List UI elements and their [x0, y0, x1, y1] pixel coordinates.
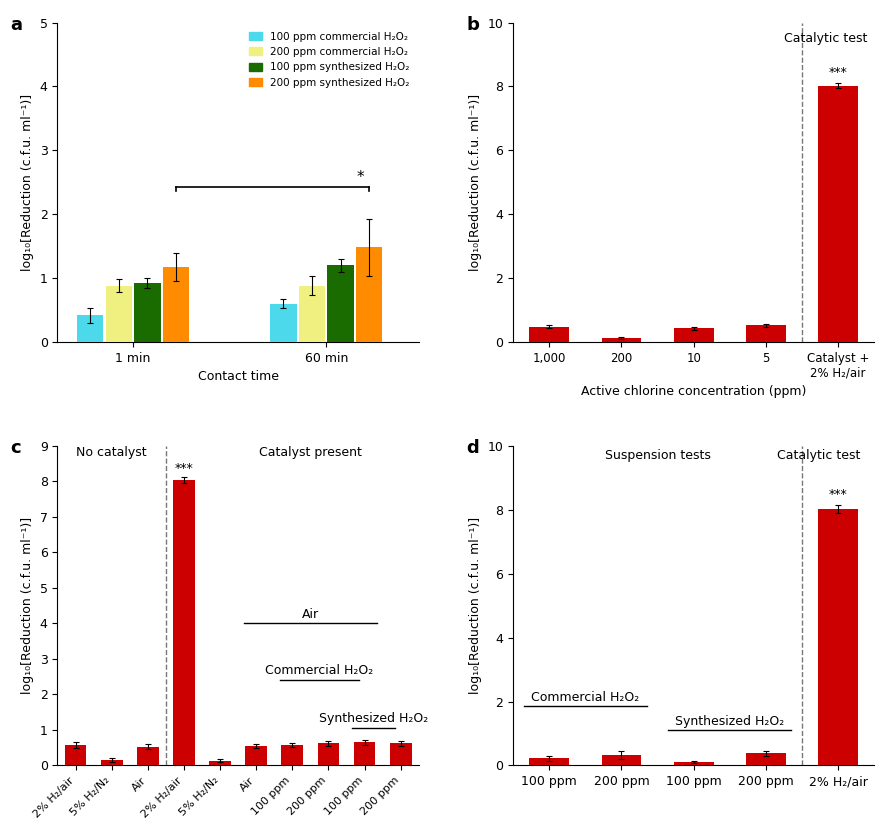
Y-axis label: log₁₀[Reduction (c.f.u. ml⁻¹)]: log₁₀[Reduction (c.f.u. ml⁻¹)] — [21, 94, 34, 271]
Y-axis label: log₁₀[Reduction (c.f.u. ml⁻¹)]: log₁₀[Reduction (c.f.u. ml⁻¹)] — [469, 517, 482, 694]
Bar — [529, 327, 569, 342]
Text: Suspension tests: Suspension tests — [605, 449, 710, 461]
Bar — [65, 745, 86, 766]
Bar — [818, 509, 858, 766]
Y-axis label: log₁₀[Reduction (c.f.u. ml⁻¹)]: log₁₀[Reduction (c.f.u. ml⁻¹)] — [469, 94, 482, 271]
Text: Catalytic test: Catalytic test — [784, 32, 867, 45]
Text: Catalyst present: Catalyst present — [259, 446, 362, 459]
Text: Catalytic test: Catalytic test — [776, 449, 860, 461]
X-axis label: Contact time: Contact time — [198, 370, 279, 384]
Bar — [317, 743, 339, 766]
Text: Synthesized H₂O₂: Synthesized H₂O₂ — [319, 712, 429, 726]
Text: No catalyst: No catalyst — [77, 446, 147, 459]
Bar — [674, 329, 714, 342]
Bar — [356, 247, 382, 342]
Bar — [282, 745, 303, 766]
Bar — [245, 746, 267, 766]
Bar — [818, 86, 858, 342]
Text: Commercial H₂O₂: Commercial H₂O₂ — [531, 691, 640, 704]
Text: a: a — [11, 16, 22, 34]
Bar — [674, 762, 714, 766]
Text: ***: *** — [829, 488, 847, 502]
Bar — [746, 325, 786, 342]
Bar — [101, 760, 122, 766]
Text: b: b — [466, 16, 479, 34]
Bar — [529, 758, 569, 766]
Text: Synthesized H₂O₂: Synthesized H₂O₂ — [675, 715, 784, 727]
Bar — [78, 315, 103, 342]
Bar — [135, 283, 160, 342]
Bar — [298, 286, 325, 342]
Text: Air: Air — [302, 608, 319, 620]
Text: ***: *** — [175, 461, 193, 475]
Text: *: * — [357, 170, 364, 185]
Text: d: d — [466, 440, 478, 457]
Legend: 100 ppm commercial H₂O₂, 200 ppm commercial H₂O₂, 100 ppm synthesized H₂O₂, 200 : 100 ppm commercial H₂O₂, 200 ppm commerc… — [245, 28, 413, 92]
Bar — [270, 303, 297, 342]
Y-axis label: log₁₀[Reduction (c.f.u. ml⁻¹)]: log₁₀[Reduction (c.f.u. ml⁻¹)] — [21, 517, 34, 694]
Bar — [746, 753, 786, 766]
Bar — [390, 743, 412, 766]
Bar — [173, 481, 195, 766]
Bar — [601, 338, 642, 342]
Bar — [163, 267, 189, 342]
Bar — [106, 286, 132, 342]
Text: ***: *** — [829, 66, 847, 79]
Bar — [137, 747, 159, 766]
Bar — [601, 755, 642, 766]
Text: Commercial H₂O₂: Commercial H₂O₂ — [266, 665, 373, 677]
Bar — [354, 742, 375, 766]
Bar — [328, 265, 354, 342]
X-axis label: Active chlorine concentration (ppm): Active chlorine concentration (ppm) — [581, 385, 806, 398]
Text: c: c — [11, 440, 21, 457]
Bar — [209, 761, 231, 766]
